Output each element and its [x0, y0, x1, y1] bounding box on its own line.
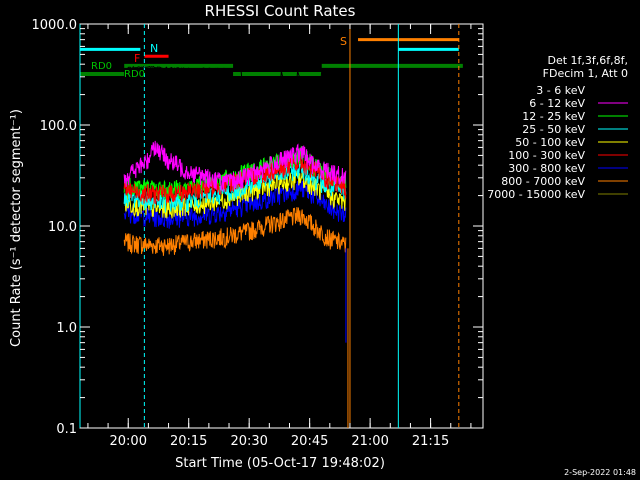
legend-label: 50 - 100 keV	[515, 136, 585, 149]
ticks: 0.1 1.0 10.0 100.0 1000.0 20:00 20:15 20:30 20:4…	[32, 18, 483, 449]
instrument-state-bars	[79, 38, 463, 76]
legend-label: 6 - 12 keV	[529, 97, 585, 110]
legend-header-2: FDecim 1, Att 0	[543, 67, 628, 80]
timestamp: 2-Sep-2022 01:48	[564, 468, 636, 477]
annotation-s: S	[340, 35, 347, 48]
legend-label: 100 - 300 keV	[508, 149, 585, 162]
x-tick-label: 21:00	[351, 434, 388, 449]
annotation-n: N	[150, 42, 158, 55]
legend-label: 12 - 25 keV	[522, 110, 585, 123]
legend-label: 7000 - 15000 keV	[487, 188, 585, 201]
x-tick-label: 20:00	[110, 434, 147, 449]
y-tick-label: 100.0	[40, 119, 77, 134]
x-axis-label: Start Time (05-Oct-17 19:48:02)	[175, 456, 385, 471]
y-tick-label: 1000.0	[32, 18, 78, 33]
series-line-7	[123, 207, 347, 256]
series-line-1	[123, 140, 347, 192]
legend-label: 25 - 50 keV	[522, 123, 585, 136]
series-line-5	[123, 153, 347, 205]
series-line-6	[123, 180, 347, 229]
series-layer	[123, 65, 349, 428]
chart-title: RHESSI Count Rates	[205, 2, 356, 20]
x-tick-label: 20:15	[170, 434, 207, 449]
series-line-0	[123, 65, 347, 122]
annotation-rd0-left: RD0	[91, 61, 112, 72]
x-tick-label: 20:45	[291, 434, 328, 449]
annotation-rd0-mid: RD0	[124, 69, 145, 80]
y-axis-label: Count Rate (s⁻¹ detector segment⁻¹)	[9, 109, 24, 347]
x-tick-label: 21:15	[412, 434, 449, 449]
legend-label: 3 - 6 keV	[536, 84, 585, 97]
x-tick-label: 20:30	[230, 434, 267, 449]
legend-label: 800 - 7000 keV	[501, 175, 585, 188]
y-tick-label: 0.1	[56, 422, 77, 437]
legend-label: 300 - 800 keV	[508, 162, 585, 175]
legend-header-1: Det 1f,3f,6f,8f,	[547, 54, 628, 67]
legend: Det 1f,3f,6f,8f, FDecim 1, Att 0 3 - 6 k…	[487, 54, 628, 201]
annotation-f: F	[134, 52, 140, 65]
y-tick-label: 1.0	[56, 321, 77, 336]
y-tick-label: 10.0	[48, 220, 77, 235]
